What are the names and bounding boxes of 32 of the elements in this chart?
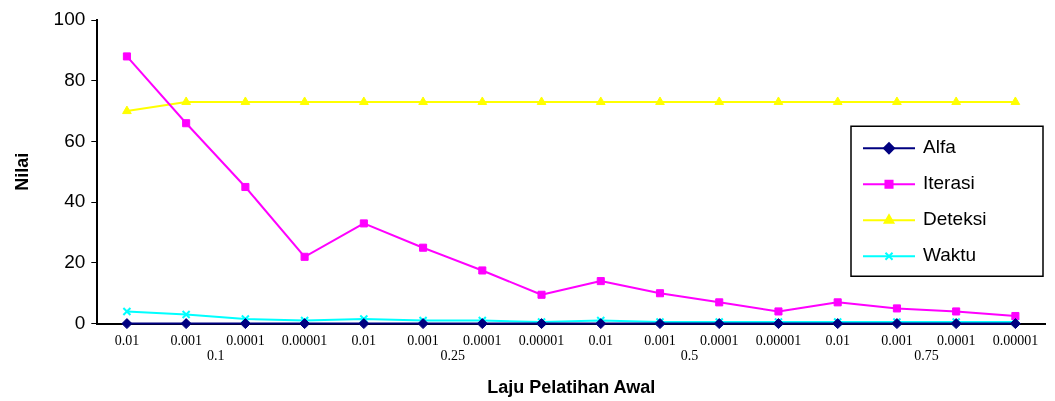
x-tick-label: 0.001 bbox=[407, 332, 439, 348]
legend-label: Iterasi bbox=[923, 172, 975, 194]
x-tick-label: 0.0001 bbox=[699, 332, 739, 348]
y-tick-label: 40 bbox=[64, 190, 86, 212]
x-tick-label: 0.01 bbox=[825, 332, 850, 348]
text: 0.1 bbox=[207, 348, 225, 364]
legend-label: Alfa bbox=[923, 136, 957, 158]
x-tick-label: 0.001 bbox=[170, 332, 202, 348]
x-tick-label: 0.00001 bbox=[755, 332, 802, 348]
x-tick-label: 0.0001 bbox=[936, 332, 976, 348]
text: 0.25 bbox=[440, 348, 465, 364]
y-axis-title: Nilai bbox=[11, 152, 32, 191]
x-tick-label: 0.01 bbox=[114, 332, 140, 348]
y-tick-label: 0 bbox=[74, 311, 86, 333]
x-tick-label: 0.0001 bbox=[463, 332, 502, 348]
y-tick-label: 20 bbox=[64, 251, 86, 273]
x-tick-label: 0.01 bbox=[351, 332, 377, 348]
x-axis-title: Laju Pelatihan Awal bbox=[487, 377, 656, 398]
y-tick-label: 80 bbox=[64, 68, 86, 90]
legend-label: Deteksi bbox=[923, 208, 987, 230]
x-tick-label: 0.00001 bbox=[992, 332, 1039, 348]
y-tick-label: 100 bbox=[53, 8, 86, 30]
x-tick-label: 0.00001 bbox=[518, 332, 565, 348]
x-tick-label: 0.0001 bbox=[226, 332, 265, 348]
x-tick-label: 0.001 bbox=[644, 332, 676, 348]
legend-label: Waktu bbox=[923, 244, 977, 266]
x-tick-label: 0.01 bbox=[588, 332, 614, 348]
x-tick-label: 0.001 bbox=[881, 332, 913, 348]
text: 0.75 bbox=[914, 348, 939, 364]
y-tick-label: 60 bbox=[64, 129, 86, 151]
x-tick-label: 0.00001 bbox=[281, 332, 328, 348]
text: 0.5 bbox=[680, 348, 699, 364]
